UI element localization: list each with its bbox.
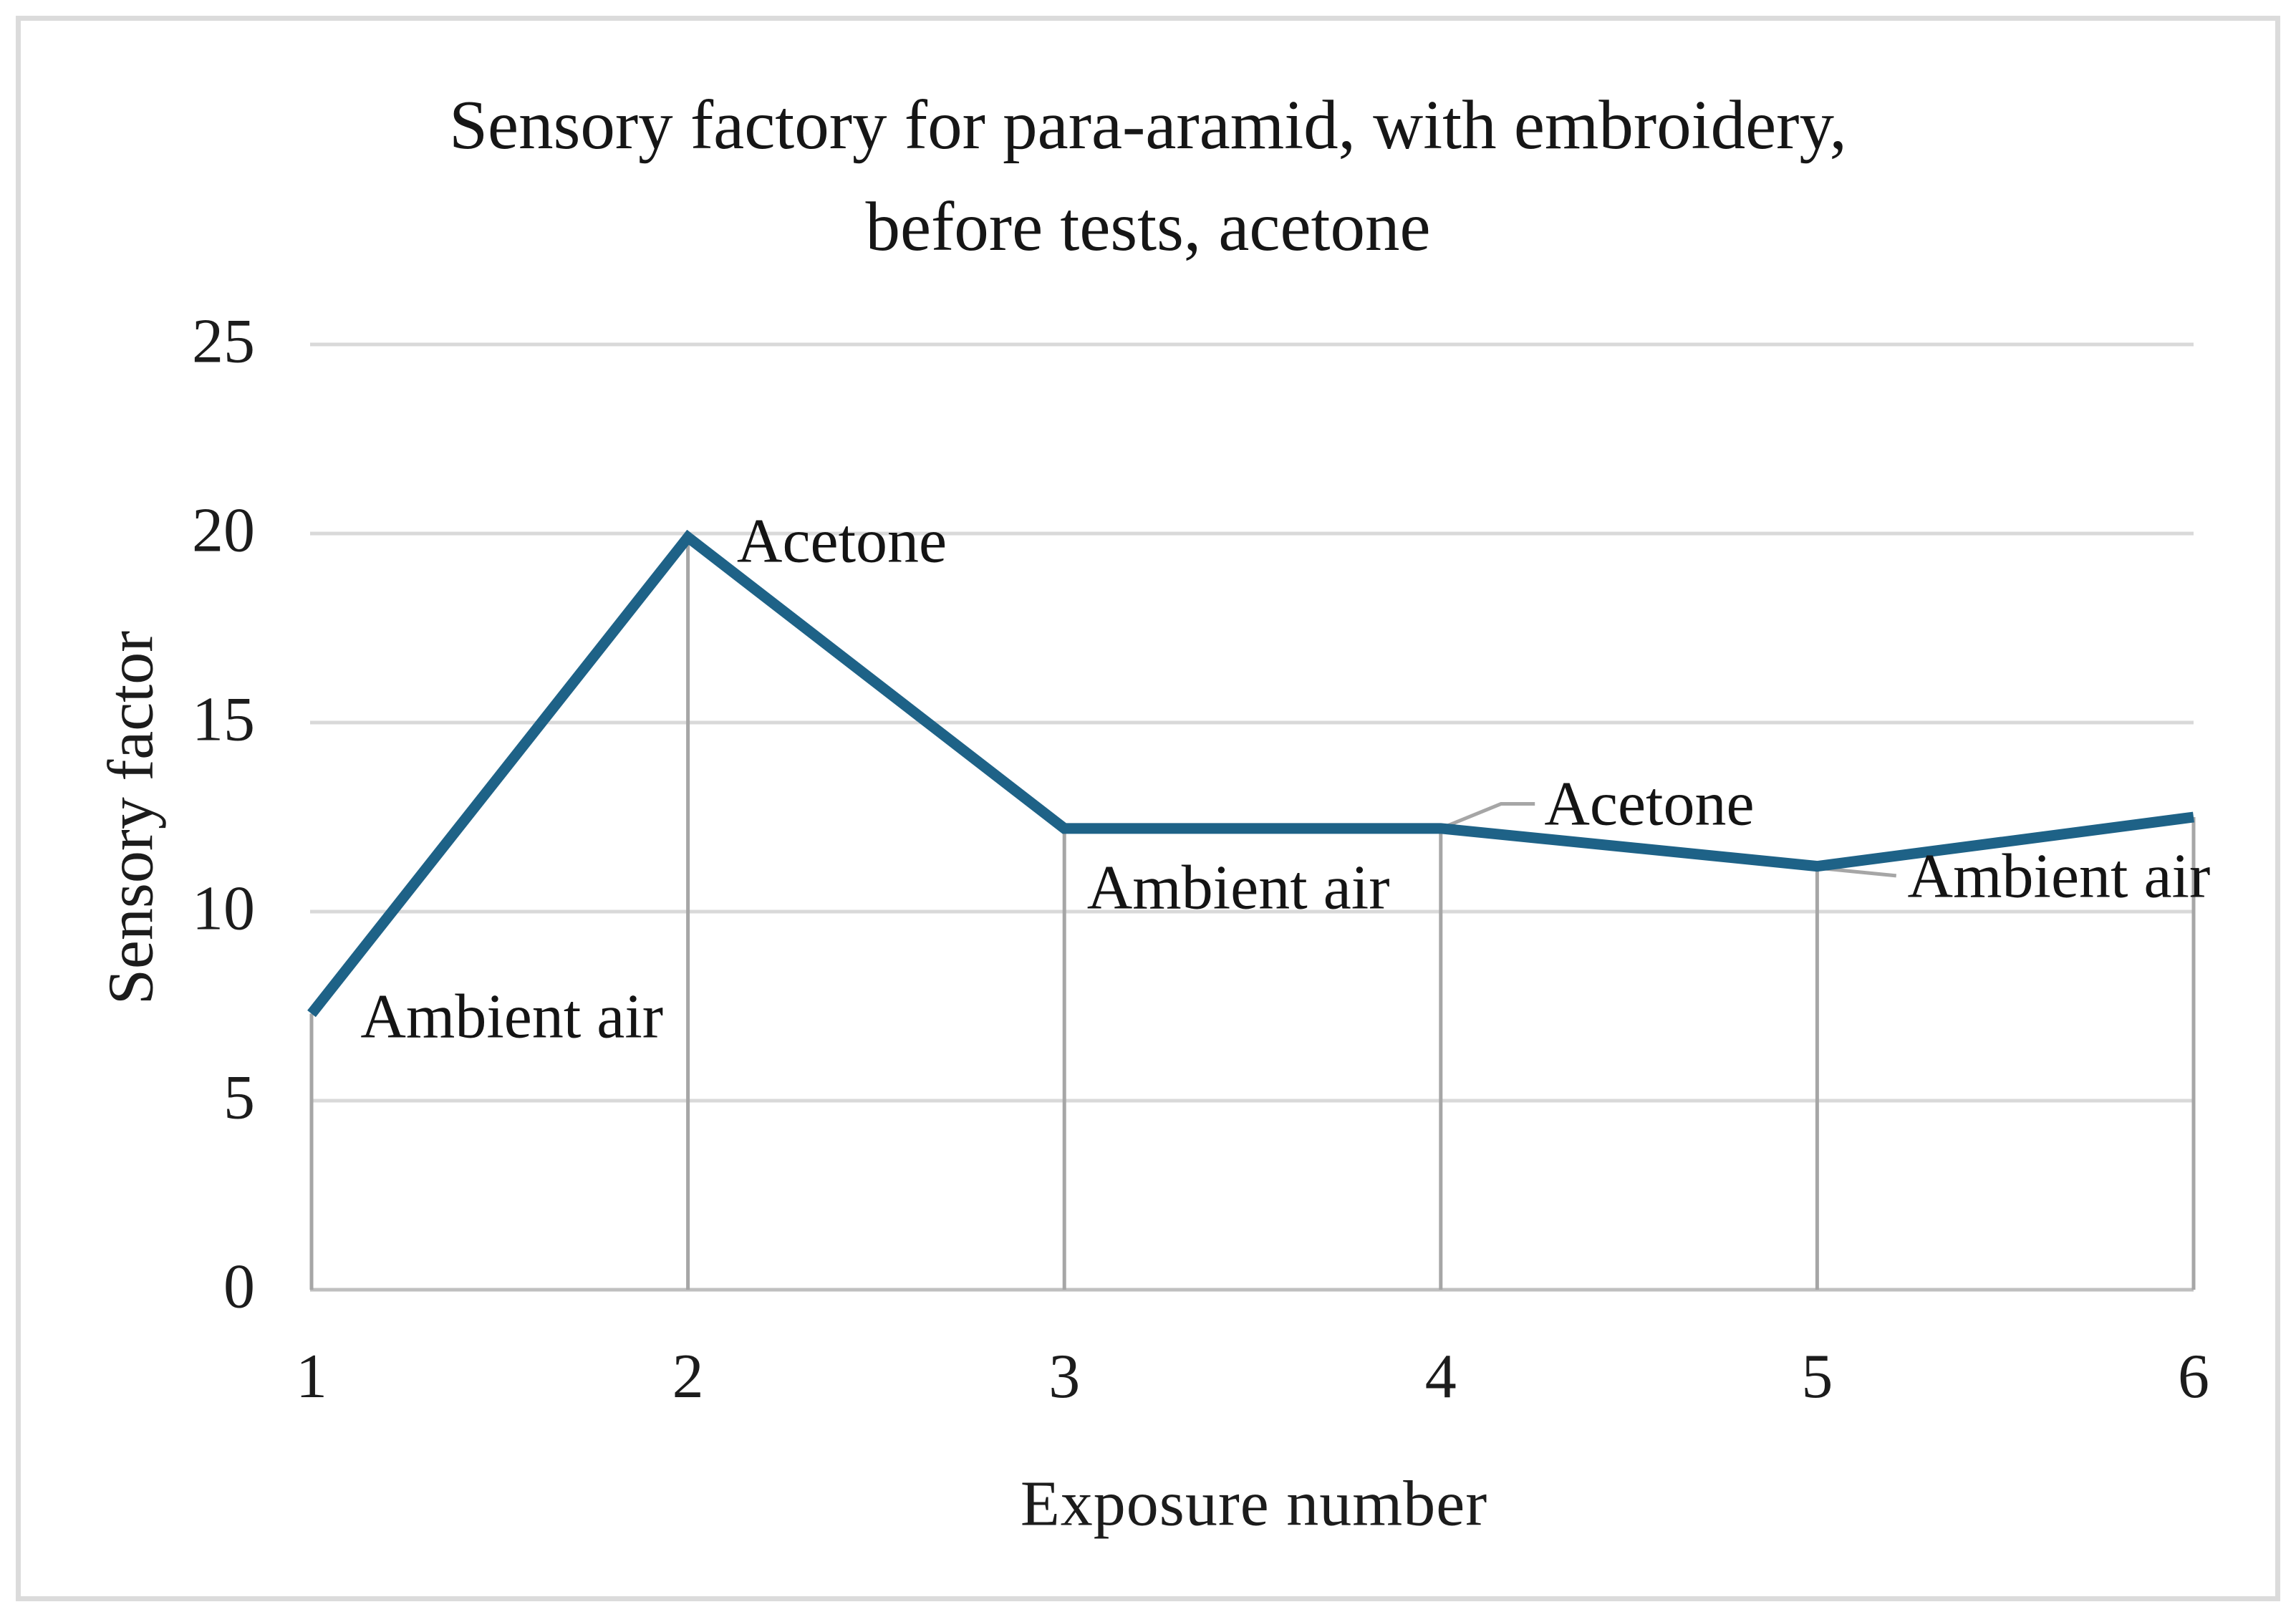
x-axis-title: Exposure number [1020,1468,1488,1540]
series-line-sensory-factor [307,529,2194,1018]
x-tick-label-1: 1 [296,1342,327,1411]
annotation-acetone-3: Acetone [1544,769,1755,839]
y-tick-label-0: 0 [223,1252,255,1322]
x-tick-label-4: 4 [1424,1342,1457,1411]
chart-title: Sensory factory for para-aramid, with em… [0,74,2296,278]
annotation-acetone-1: Acetone [736,506,947,576]
y-tick-label-5: 5 [223,1063,255,1133]
chart-title-line2: before tests, acetone [865,188,1431,265]
chart-title-line1: Sensory factory for para-aramid, with em… [449,87,1847,163]
y-tick-label-15: 15 [192,685,255,755]
x-tick-label-5: 5 [1801,1342,1833,1411]
x-tick-label-3: 3 [1048,1342,1081,1411]
y-axis-title: Sensory factor [95,630,167,1005]
annotation-ambient-air-4: Ambient air [1907,841,2211,912]
x-tick-label-2: 2 [672,1342,704,1411]
annotation-ambient-air-0: Ambient air [360,982,664,1052]
leader-line [1439,802,1535,831]
y-tick-label-10: 10 [192,874,255,944]
x-tick-label-6: 6 [2178,1342,2209,1411]
y-tick-label-20: 20 [192,496,255,566]
annotation-ambient-air-2: Ambient air [1086,853,1390,923]
y-tick-label-25: 25 [192,306,255,377]
